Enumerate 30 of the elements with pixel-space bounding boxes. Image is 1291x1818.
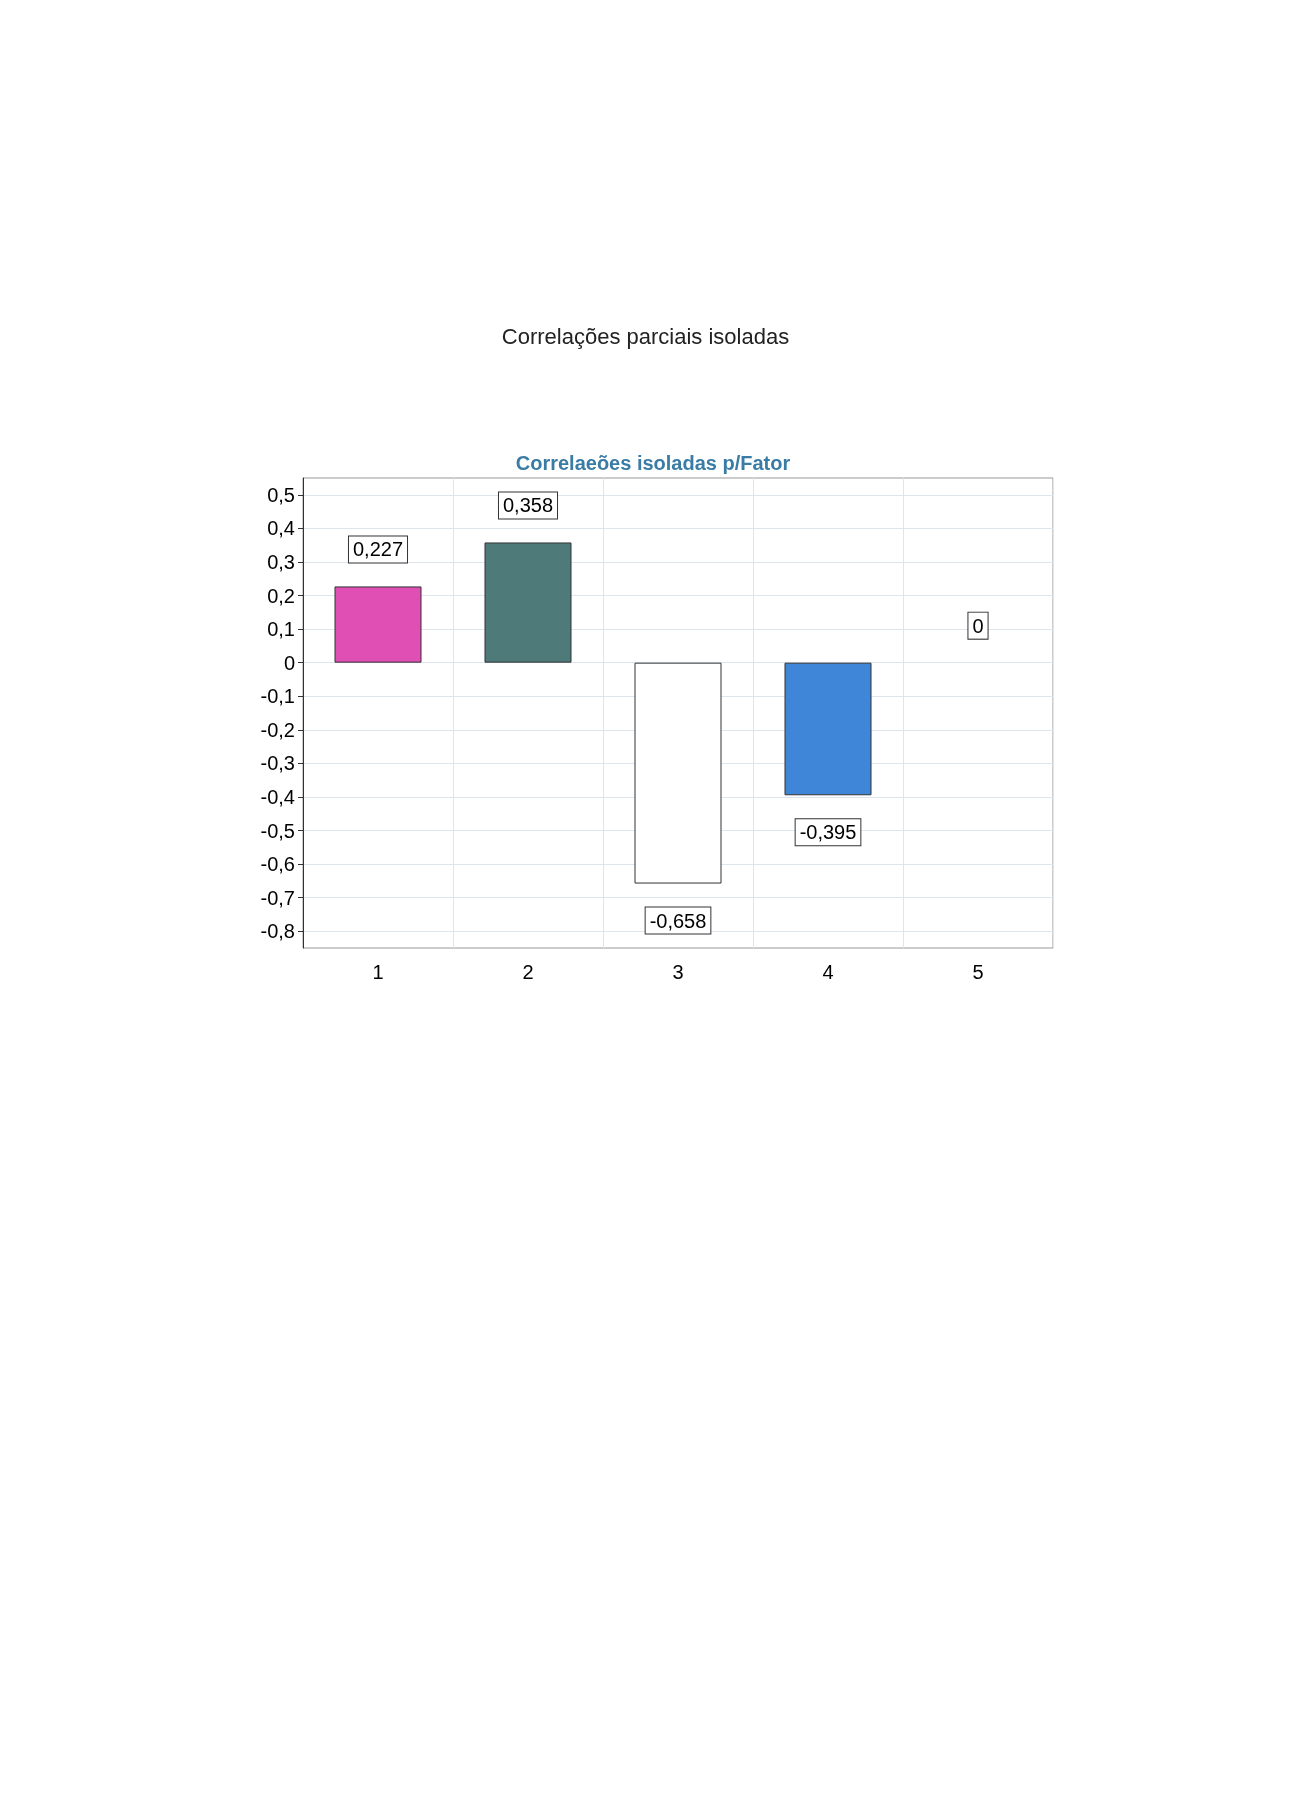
y-tick-label: -0,7 bbox=[260, 886, 295, 909]
x-tick-label: 5 bbox=[972, 961, 984, 983]
bar bbox=[784, 662, 872, 796]
y-tick-label: -0,3 bbox=[260, 752, 295, 775]
data-label: 0,358 bbox=[502, 494, 554, 517]
data-label: 0 bbox=[972, 614, 984, 637]
data-label: -0,658 bbox=[649, 909, 707, 932]
data-label: 0,227 bbox=[352, 538, 404, 561]
bar bbox=[484, 542, 572, 663]
x-tick-label: 3 bbox=[672, 961, 684, 983]
chart-subtitle: Correlaeões isoladas p/Fator bbox=[515, 452, 791, 474]
y-tick-label: -0,1 bbox=[260, 685, 295, 708]
y-tick-label: -0,8 bbox=[260, 920, 295, 943]
y-tick-label: 0,5 bbox=[267, 483, 295, 506]
bar bbox=[334, 586, 422, 663]
data-label: -0,395 bbox=[799, 821, 857, 844]
y-tick-label: 0 bbox=[283, 651, 295, 674]
y-tick-label: 0,4 bbox=[267, 517, 295, 540]
y-tick-label: 0,2 bbox=[267, 584, 295, 607]
y-tick-label: -0,5 bbox=[260, 819, 295, 842]
y-tick-label: -0,6 bbox=[260, 853, 295, 876]
y-tick-label: 0,3 bbox=[267, 550, 295, 573]
y-tick-label: -0,4 bbox=[260, 785, 295, 808]
chart-title: Correlações parciais isoladas bbox=[501, 323, 790, 349]
bar bbox=[634, 662, 722, 884]
x-tick-label: 2 bbox=[522, 961, 534, 983]
y-tick-label: -0,2 bbox=[260, 718, 295, 741]
x-tick-label: 4 bbox=[822, 961, 834, 983]
x-tick-label: 1 bbox=[372, 961, 384, 983]
y-tick-label: 0,1 bbox=[267, 618, 295, 641]
